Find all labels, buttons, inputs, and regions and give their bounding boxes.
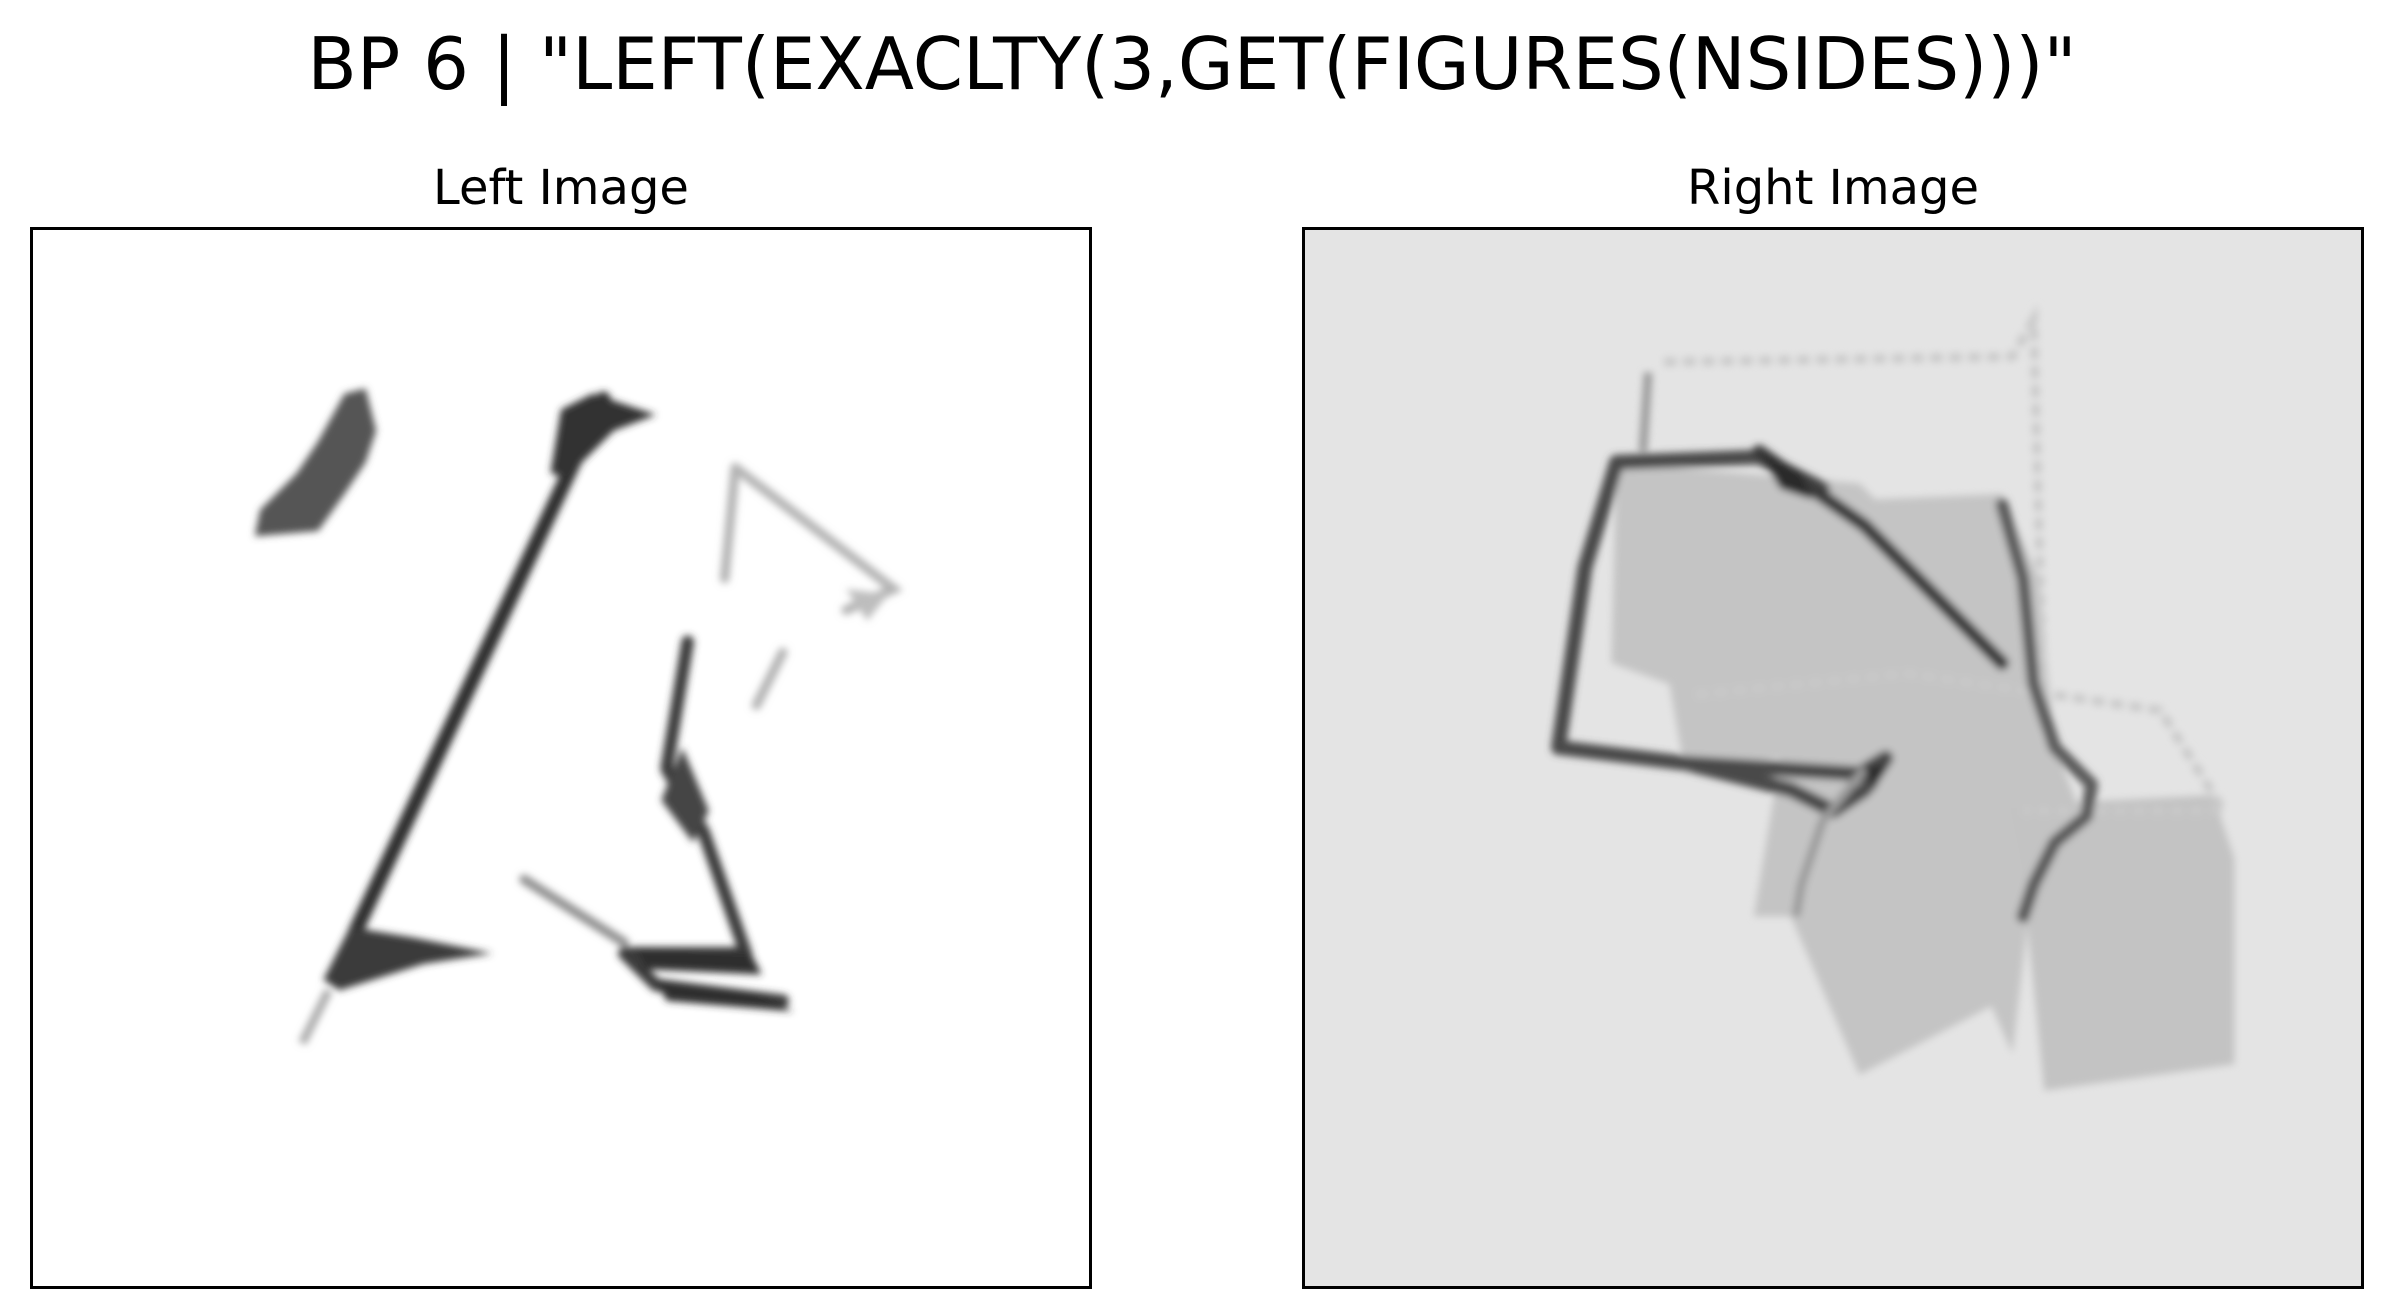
figure-title: BP 6 | "LEFT(EXACLTY(3,GET(FIGURES(NSIDE… [307, 22, 2077, 106]
left-diagonal-stroke [347, 391, 611, 940]
right-sketch-image [1305, 230, 2361, 1286]
right-vertical-stroke [1995, 498, 2099, 923]
right-panel-title: Right Image [1687, 160, 1979, 216]
left-bottom-wedge [323, 926, 493, 991]
right-faint-outline [1663, 304, 2232, 816]
left-image-panel [30, 227, 1092, 1289]
right-dark-diagonal [1752, 444, 2009, 670]
left-faint-stroke [519, 874, 630, 948]
left-blob-shape [254, 388, 377, 537]
right-small-gray-polygon [2007, 794, 2235, 1091]
left-sketch-image [33, 230, 1089, 1286]
left-panel-title: Left Image [433, 160, 689, 216]
left-top-wedge [550, 393, 657, 479]
right-image-panel [1302, 227, 2364, 1289]
